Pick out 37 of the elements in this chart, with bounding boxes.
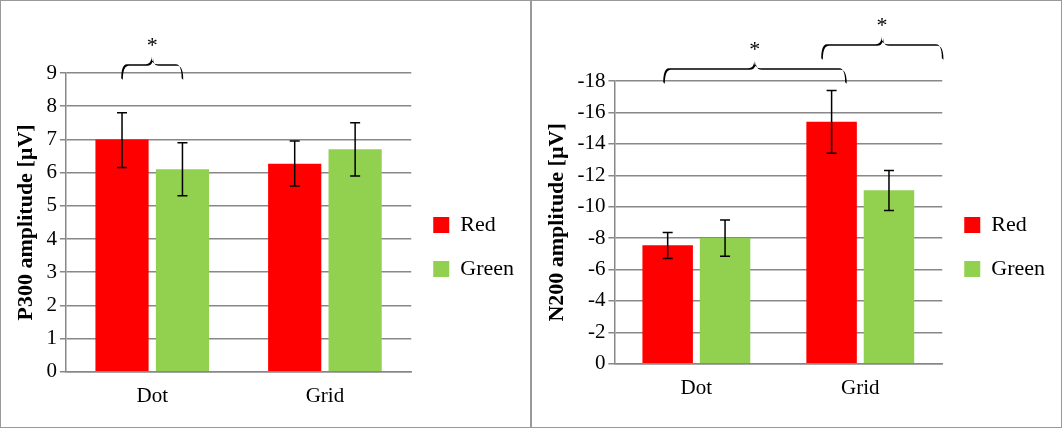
y-tick-label: -12 xyxy=(577,161,606,186)
y-axis-title: P300 amplitude [µV] xyxy=(11,124,37,321)
y-tick-label: 0 xyxy=(594,350,606,375)
text: * xyxy=(876,11,888,37)
y-tick-label: 0 xyxy=(46,358,57,383)
y-tick-label: -16 xyxy=(577,98,606,123)
bar xyxy=(328,149,382,372)
y-tick-label: 4 xyxy=(46,225,58,250)
legend-label: Red xyxy=(460,210,496,236)
x-tick-label: Dot xyxy=(680,374,713,399)
x-tick-label: Grid xyxy=(305,382,345,407)
y-tick-label: 1 xyxy=(46,325,57,350)
y-tick-label: 2 xyxy=(46,291,57,316)
y-tick-label: -10 xyxy=(577,193,606,218)
y-tick-label: -4 xyxy=(587,287,606,312)
y-tick-label: -6 xyxy=(587,256,606,281)
bar xyxy=(155,169,210,372)
x-tick-label: Grid xyxy=(841,374,881,399)
y-axis-title: N200 amplitude [µV] xyxy=(542,123,568,322)
y-tick-label: 6 xyxy=(46,159,57,184)
y-tick-label: 3 xyxy=(46,258,57,283)
y-tick-label: 9 xyxy=(46,59,57,84)
text: * xyxy=(146,31,158,57)
text: * xyxy=(749,35,761,61)
y-tick-label: 8 xyxy=(46,92,57,117)
y-tick-label: -2 xyxy=(587,318,606,343)
legend-label: Green xyxy=(460,254,515,280)
y-tick-label: 5 xyxy=(46,192,57,217)
y-tick-label: -8 xyxy=(587,224,606,249)
x-tick-label: Dot xyxy=(136,382,169,407)
y-tick-label: -18 xyxy=(577,67,606,92)
bar xyxy=(95,139,149,372)
legend-label: Green xyxy=(991,254,1046,280)
bar xyxy=(268,163,322,372)
y-tick-label: -14 xyxy=(577,130,606,155)
y-tick-label: 7 xyxy=(46,125,57,150)
legend-label: Red xyxy=(991,210,1027,236)
